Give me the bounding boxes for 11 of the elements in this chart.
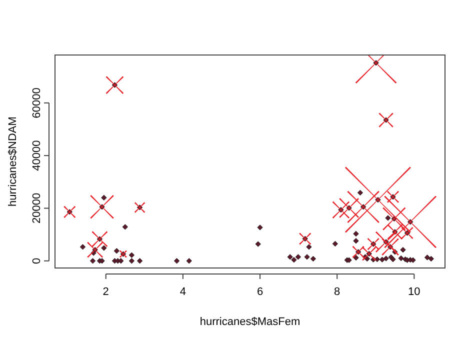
x-tick-label: 4 (180, 286, 186, 298)
x-tick-label: 2 (102, 286, 109, 298)
x-tick-label: 6 (256, 286, 264, 298)
y-tick-label: 20000 (31, 192, 43, 224)
x-tick-label: 10 (408, 286, 420, 298)
y-tick-label: 40000 (31, 140, 43, 171)
y-axis-title: hurricanes$NDAM (7, 116, 20, 206)
x-axis-title: hurricanes$MasFem (200, 316, 300, 328)
y-tick-label: 60000 (31, 88, 43, 118)
y-tick-label: 0 (31, 258, 43, 264)
x-tick-label: 8 (334, 286, 340, 298)
